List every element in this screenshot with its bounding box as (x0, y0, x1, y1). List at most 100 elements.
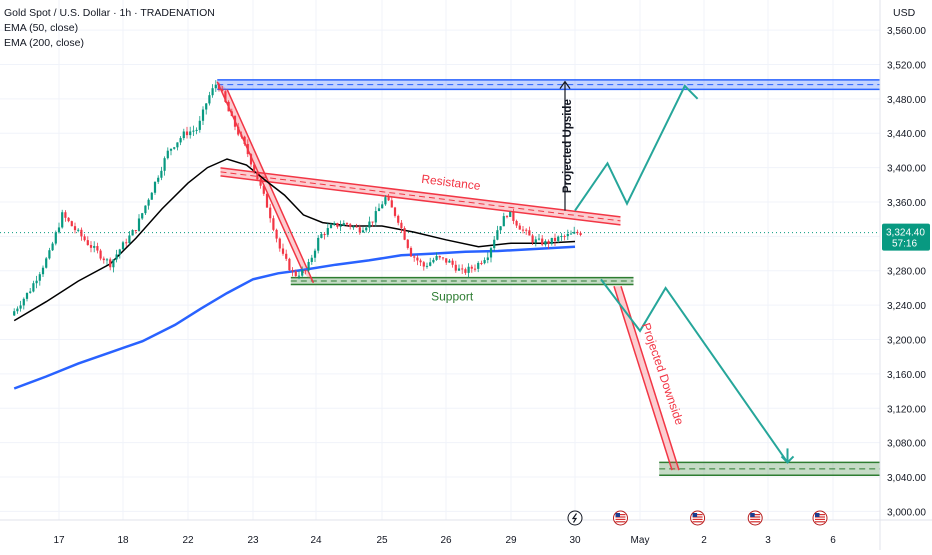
bearish-projection[interactable] (600, 278, 789, 463)
candle (377, 203, 381, 212)
candle (515, 219, 518, 228)
us-flag-marker[interactable] (613, 510, 628, 526)
candle (499, 226, 502, 235)
candle (454, 260, 457, 273)
candle (189, 126, 192, 139)
candle (256, 171, 259, 180)
support-zone[interactable] (290, 276, 634, 286)
lightning-marker[interactable] (567, 510, 583, 526)
candle (521, 225, 525, 234)
candle (425, 262, 429, 269)
x-tick-label: 23 (247, 535, 259, 546)
candle (166, 147, 169, 160)
candle (217, 82, 221, 92)
candle (537, 233, 541, 241)
y-axis-panel[interactable] (880, 0, 932, 550)
candle (51, 241, 54, 252)
candle (169, 148, 173, 156)
ema200-line[interactable] (13, 245, 576, 390)
candle (153, 181, 157, 195)
candle (384, 195, 387, 206)
ema50-legend[interactable]: EMA (50, close) (4, 22, 79, 34)
candle (566, 229, 569, 241)
projected-upside-measure[interactable] (559, 80, 571, 211)
projected-downside-channel[interactable] (613, 285, 680, 471)
candle (352, 225, 355, 230)
bullish-projection[interactable] (574, 84, 699, 212)
candle (259, 177, 262, 189)
us-flag-marker[interactable] (812, 510, 828, 526)
candle (118, 248, 121, 259)
symbol-title[interactable]: Gold Spot / U.S. Dollar · 1h · TRADENATI… (4, 7, 215, 19)
x-axis-panel[interactable] (0, 520, 932, 550)
candle (128, 230, 131, 245)
candle (89, 241, 93, 253)
candle (288, 257, 291, 271)
candle (214, 80, 217, 92)
candle (336, 222, 339, 229)
upper-target-zone[interactable] (217, 79, 880, 91)
us-flag-marker[interactable] (747, 510, 763, 526)
candle (563, 234, 566, 241)
candle (237, 122, 240, 137)
candle (512, 208, 515, 225)
candle (435, 252, 438, 261)
x-tick-label: 2 (701, 535, 707, 546)
y-tick-label: 3,240.00 (887, 301, 926, 312)
candle (198, 116, 201, 133)
candle (137, 214, 141, 232)
ema50-line[interactable] (13, 158, 576, 322)
candle (32, 280, 35, 293)
projected-upside-label: Projected Upside (562, 99, 574, 193)
grid (0, 0, 880, 520)
candle (83, 234, 86, 242)
candle (265, 191, 269, 208)
ema200-legend[interactable]: EMA (200, close) (4, 37, 84, 49)
candle (233, 115, 237, 131)
candle (22, 297, 25, 310)
candle (576, 229, 579, 236)
candle (365, 226, 368, 233)
us-flag-marker[interactable] (690, 510, 706, 526)
candle (304, 269, 307, 275)
candle (448, 259, 451, 263)
candle (54, 230, 57, 246)
candle (240, 131, 243, 139)
candle (528, 226, 531, 236)
candle (253, 162, 256, 175)
candle (272, 215, 275, 232)
candle (182, 128, 185, 141)
candle (397, 214, 400, 226)
currency-label[interactable]: USD (893, 7, 916, 19)
candle (77, 228, 80, 233)
candle (41, 265, 45, 278)
candle (249, 153, 253, 167)
candle (29, 288, 32, 294)
candle (227, 100, 230, 112)
candle (67, 217, 70, 223)
candle (313, 248, 317, 263)
resistance-line[interactable] (220, 167, 621, 226)
candle (374, 206, 377, 227)
candle (301, 266, 304, 278)
candle (422, 260, 425, 271)
candle (195, 127, 198, 135)
x-tick-label: 18 (117, 535, 129, 546)
candle (278, 237, 281, 252)
lower-target-zone[interactable] (659, 461, 880, 477)
candle (147, 198, 150, 210)
candle (579, 231, 582, 237)
candle (493, 236, 496, 252)
candle (509, 211, 512, 218)
candle (496, 225, 499, 241)
candle (451, 258, 454, 268)
candle (461, 264, 464, 274)
candle (211, 84, 214, 98)
candle (541, 235, 544, 247)
candle (281, 243, 285, 256)
candle (134, 229, 137, 234)
candle (105, 257, 109, 266)
